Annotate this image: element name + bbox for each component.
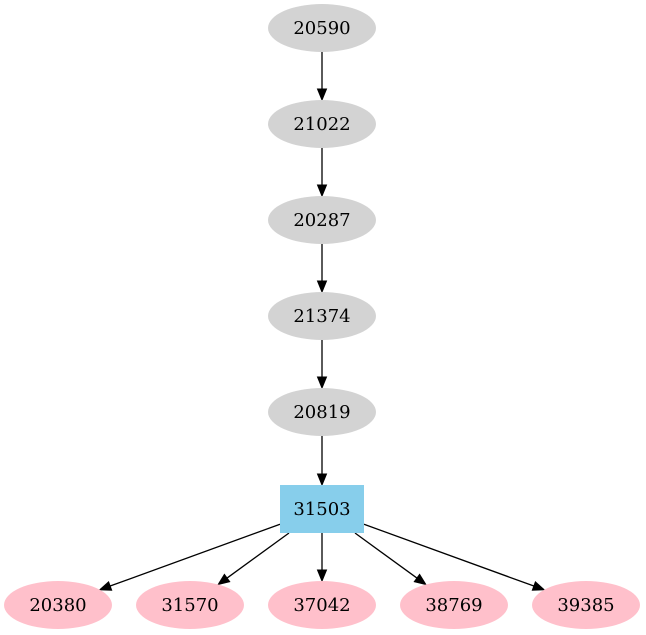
node-ellipse xyxy=(268,196,376,244)
node-ellipse xyxy=(4,581,112,629)
arrowhead xyxy=(316,569,328,583)
node-21374: 21374 xyxy=(268,292,376,340)
edge-21374-20819 xyxy=(316,340,328,390)
edge-31503-31570 xyxy=(217,532,290,586)
node-ellipse xyxy=(136,581,244,629)
node-ellipse xyxy=(400,581,508,629)
node-20819: 20819 xyxy=(268,388,376,436)
edge-line xyxy=(109,523,281,587)
node-20287: 20287 xyxy=(268,196,376,244)
node-label: 37042 xyxy=(293,595,350,616)
node-31570: 31570 xyxy=(136,581,244,629)
arrowhead xyxy=(217,573,231,586)
arrowhead xyxy=(316,88,328,102)
arrowhead xyxy=(316,376,328,390)
edge-20819-31503 xyxy=(316,436,328,487)
arrowhead xyxy=(316,184,328,198)
node-20380: 20380 xyxy=(4,581,112,629)
node-21022: 21022 xyxy=(268,100,376,148)
node-label: 31503 xyxy=(293,499,350,520)
node-ellipse xyxy=(532,581,640,629)
edge-31503-38769 xyxy=(354,532,427,586)
node-label: 21374 xyxy=(293,306,350,327)
edge-31503-37042 xyxy=(316,533,328,583)
arrowhead xyxy=(316,473,328,487)
node-31503: 31503 xyxy=(280,485,364,533)
arrowhead xyxy=(98,580,113,591)
node-ellipse xyxy=(268,292,376,340)
arrowhead xyxy=(316,280,328,294)
edge-31503-39385 xyxy=(363,523,546,591)
node-37042: 37042 xyxy=(268,581,376,629)
node-ellipse xyxy=(268,4,376,52)
node-label: 39385 xyxy=(557,595,614,616)
node-label: 20590 xyxy=(293,18,350,39)
edge-31503-20380 xyxy=(98,523,281,591)
node-label: 20819 xyxy=(293,402,350,423)
edge-line xyxy=(226,532,290,579)
node-ellipse xyxy=(268,388,376,436)
edge-20287-21374 xyxy=(316,244,328,294)
node-38769: 38769 xyxy=(400,581,508,629)
node-ellipse xyxy=(268,100,376,148)
edge-line xyxy=(363,523,535,587)
arrowhead xyxy=(413,573,427,586)
node-box xyxy=(280,485,364,533)
node-label: 21022 xyxy=(293,114,350,135)
nodes-layer: 20590 21022 20287 21374 20819 31503 20380 31570… xyxy=(4,4,640,629)
node-label: 20380 xyxy=(29,595,86,616)
node-39385: 39385 xyxy=(532,581,640,629)
edge-21022-20287 xyxy=(316,148,328,198)
edges-layer xyxy=(98,52,546,591)
node-label: 20287 xyxy=(293,210,350,231)
edge-20590-21022 xyxy=(316,52,328,102)
node-label: 31570 xyxy=(161,595,218,616)
node-20590: 20590 xyxy=(268,4,376,52)
edge-line xyxy=(354,532,418,579)
node-label: 38769 xyxy=(425,595,482,616)
arrowhead xyxy=(531,580,546,591)
node-ellipse xyxy=(268,581,376,629)
